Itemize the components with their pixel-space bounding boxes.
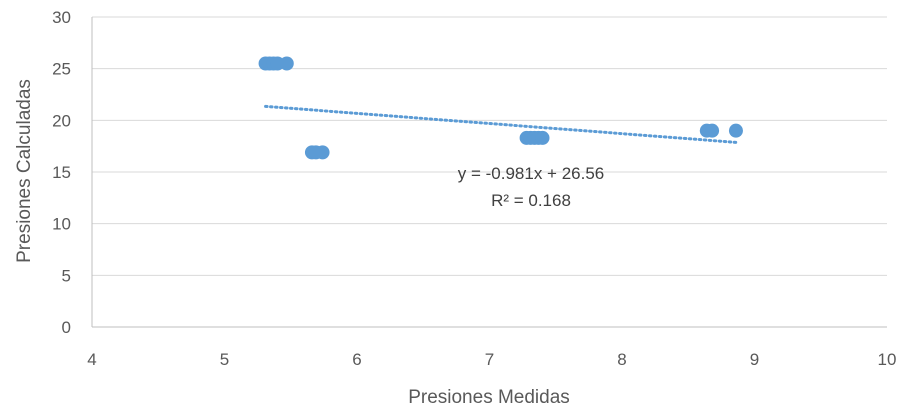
y-tick-label: 30 bbox=[52, 8, 71, 27]
y-tick-label: 5 bbox=[62, 266, 71, 285]
y-tick-label: 15 bbox=[52, 163, 71, 182]
data-point bbox=[535, 130, 550, 145]
x-tick-label: 7 bbox=[485, 350, 494, 369]
data-point bbox=[315, 145, 330, 160]
y-tick-label: 0 bbox=[62, 318, 71, 337]
x-tick-label: 10 bbox=[878, 350, 897, 369]
x-tick-label: 6 bbox=[352, 350, 361, 369]
trendline-r-squared: R² = 0.168 bbox=[491, 191, 571, 210]
x-tick-label: 8 bbox=[617, 350, 626, 369]
y-tick-label: 20 bbox=[52, 111, 71, 130]
data-points bbox=[258, 56, 743, 160]
trendline-line bbox=[264, 104, 738, 144]
trendline bbox=[264, 104, 738, 144]
x-tick-labels: 4 5 6 7 8 9 10 bbox=[87, 350, 896, 369]
x-tick-label: 4 bbox=[87, 350, 96, 369]
data-point bbox=[279, 56, 294, 71]
data-point bbox=[728, 123, 743, 138]
y-tick-label: 25 bbox=[52, 60, 71, 79]
axes bbox=[91, 17, 887, 328]
x-tick-label: 5 bbox=[220, 350, 229, 369]
gridlines bbox=[92, 16, 887, 276]
x-axis-title: Presiones Medidas bbox=[408, 387, 570, 408]
y-tick-labels: 0 5 10 15 20 25 30 bbox=[52, 8, 71, 337]
y-axis-title: Presiones Calculadas bbox=[14, 79, 35, 263]
x-tick-label: 9 bbox=[750, 350, 759, 369]
y-tick-label: 10 bbox=[52, 215, 71, 234]
trendline-equation: y = -0.981x + 26.56 bbox=[458, 164, 605, 183]
data-point bbox=[705, 123, 720, 138]
